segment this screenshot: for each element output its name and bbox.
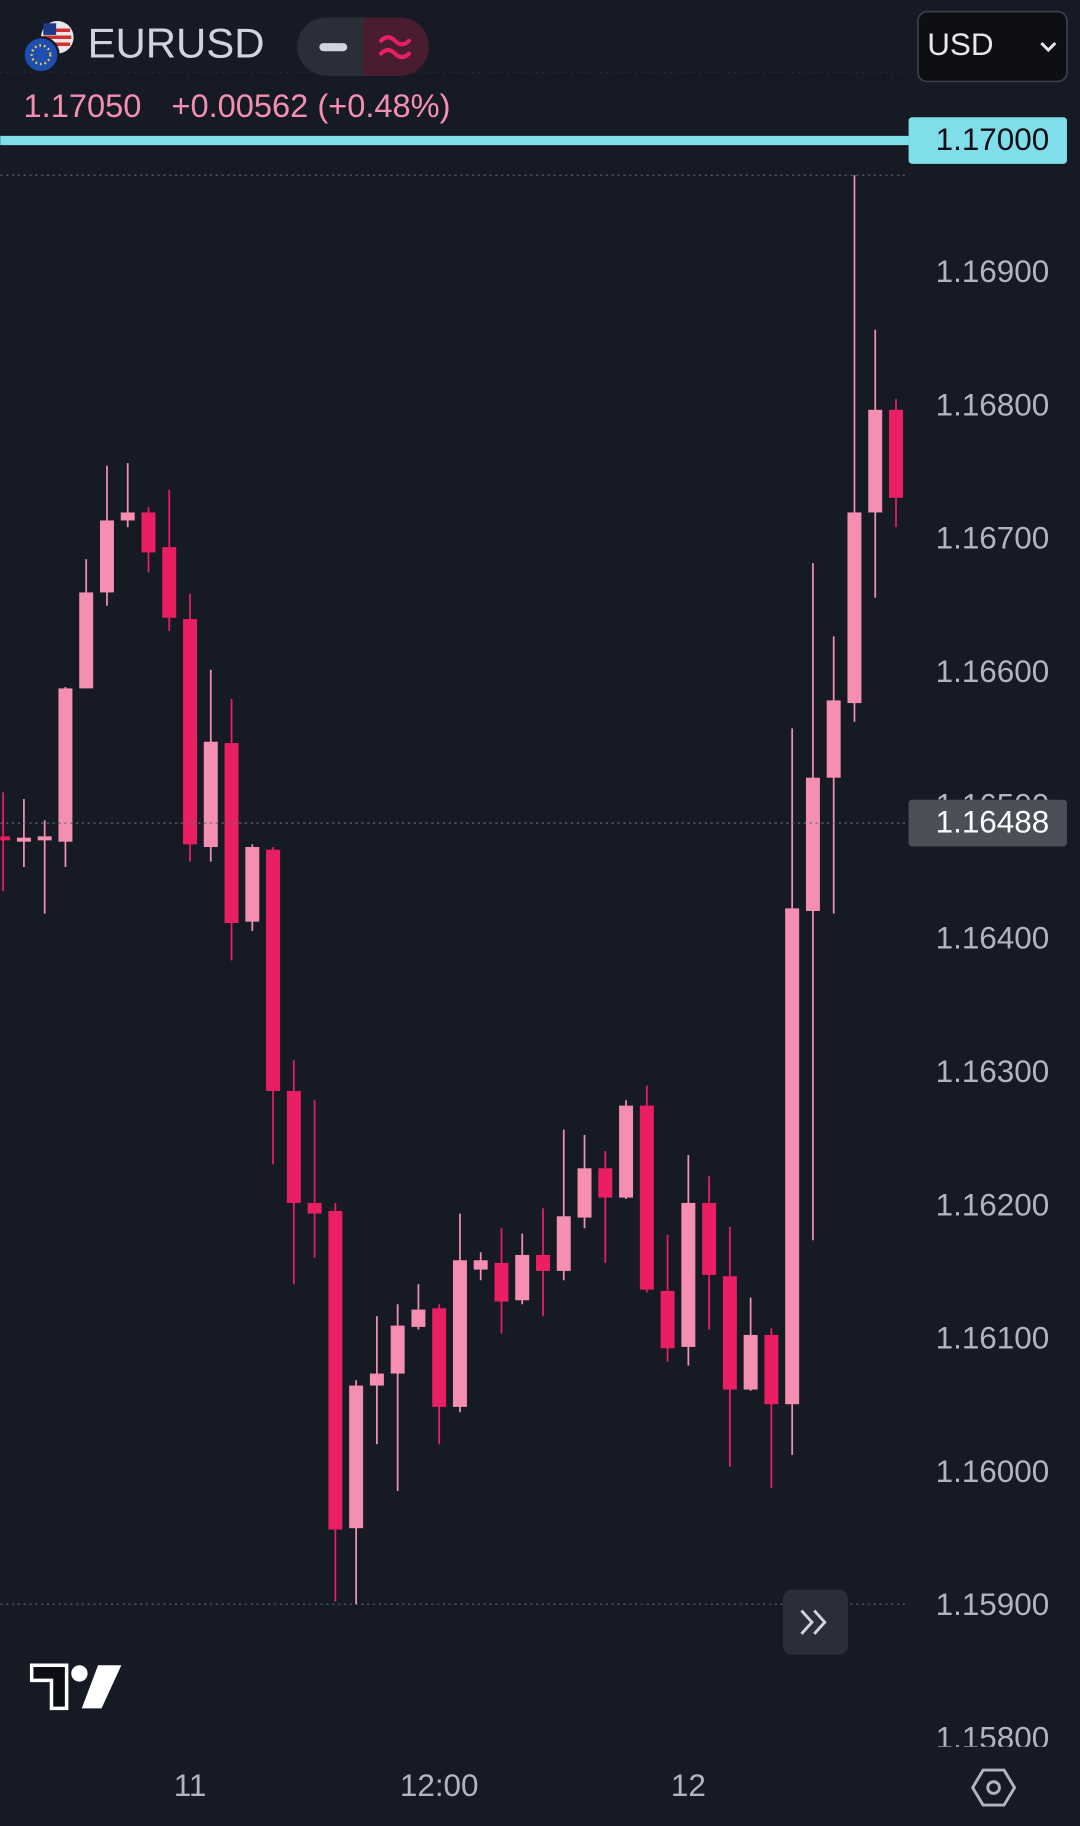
candle-body <box>868 409 883 513</box>
candle-body <box>515 1254 530 1301</box>
dropdown-chevron <box>1040 42 1057 53</box>
tradingview-logo <box>29 1663 122 1711</box>
eu-stars <box>30 44 52 66</box>
y-tick-label: 1.16100 <box>936 1321 1050 1356</box>
candle-body <box>556 1216 571 1271</box>
settings-circle <box>986 1780 1001 1795</box>
overlay: 1.16488 1.17000 <box>0 117 1067 847</box>
candle-body <box>245 847 260 922</box>
candle-body <box>681 1202 696 1347</box>
y-tick-label: 1.16900 <box>936 254 1050 289</box>
candle-body <box>162 547 177 618</box>
plot-area <box>0 174 906 1605</box>
price-axis: 1.15800 1.15900 1.16000 1.16100 1.16200 1.163… <box>936 254 1050 1755</box>
price-change: +0.00562 (+0.48%) <box>171 87 450 124</box>
currency-dropdown[interactable] <box>917 10 1068 83</box>
scroll-icon <box>800 1609 827 1635</box>
candle-body <box>494 1262 509 1302</box>
candle-body <box>473 1260 488 1270</box>
candle-body <box>764 1334 779 1405</box>
logo-v <box>81 1665 122 1709</box>
y-tick-label: 1.16700 <box>936 521 1050 556</box>
candle-body <box>99 520 114 593</box>
candle-body <box>141 512 156 553</box>
candle-body <box>286 1090 301 1203</box>
crosshair-label: 1.16488 <box>936 805 1050 840</box>
candle-body <box>722 1276 737 1390</box>
crosshair-label-box <box>908 799 1067 847</box>
candle-body <box>660 1290 675 1349</box>
logo-t <box>29 1663 69 1711</box>
y-tick-label: 1.16600 <box>936 654 1050 689</box>
line-icon <box>319 43 348 52</box>
candle-body <box>619 1105 634 1198</box>
candle-body <box>349 1385 364 1529</box>
candle-body <box>785 908 800 1405</box>
candle-body <box>536 1254 550 1271</box>
candle-body <box>847 512 862 704</box>
x-tick-label: 12 <box>671 1768 706 1803</box>
y-tick-label: 1.16300 <box>936 1054 1050 1089</box>
approx-icon <box>379 35 412 60</box>
currency[interactable]: USD <box>927 27 993 62</box>
candle-body <box>183 619 198 845</box>
x-tick-label: 11 <box>174 1768 207 1803</box>
candle-body <box>79 592 94 689</box>
y-tick-label: 1.16800 <box>936 387 1050 422</box>
candle-body <box>639 1105 654 1290</box>
scroll-to-end[interactable] <box>782 1589 849 1655</box>
candle-body <box>307 1202 322 1214</box>
candle-body <box>37 836 52 841</box>
eu-flag <box>22 36 60 74</box>
candle-body <box>203 741 218 848</box>
alert-label: 1.17000 <box>936 122 1050 157</box>
candle-body <box>266 849 281 1091</box>
candle-body <box>411 1309 426 1327</box>
settings-button[interactable] <box>970 1768 1017 1807</box>
us-flag-canton <box>43 23 57 35</box>
candle-body <box>16 837 31 842</box>
candle-body <box>702 1202 717 1275</box>
candle-body <box>390 1325 405 1374</box>
candle-body <box>328 1210 343 1530</box>
candle-body <box>826 700 841 778</box>
y-tick-label: 1.16400 <box>936 921 1050 956</box>
candle-body <box>452 1260 467 1407</box>
last-price: 1.17050 <box>24 87 142 124</box>
candle-body <box>120 512 135 521</box>
candle-body <box>432 1308 447 1407</box>
candle-body <box>577 1168 592 1218</box>
candle-body <box>889 409 903 498</box>
y-tick-label: 1.15900 <box>936 1587 1050 1622</box>
candle-body <box>598 1168 613 1198</box>
candle-body <box>224 743 239 924</box>
symbol[interactable]: EURUSD <box>88 20 265 67</box>
candle-body <box>805 777 820 912</box>
x-tick-label: 12:00 <box>400 1768 479 1803</box>
candle-body <box>369 1373 384 1386</box>
y-tick-label: 1.16000 <box>936 1454 1050 1489</box>
alert-label-box <box>908 117 1067 164</box>
candle-body <box>743 1334 758 1390</box>
y-tick-label: 1.16200 <box>936 1187 1050 1222</box>
settings-hexagon <box>970 1768 1017 1807</box>
toggle-active[interactable] <box>363 17 429 76</box>
candle-body <box>0 836 11 841</box>
y-tick-label: 1.15800 <box>936 1720 1050 1755</box>
candle-body <box>58 688 73 842</box>
symbol-flags <box>22 20 74 74</box>
logo-dot <box>71 1665 88 1682</box>
